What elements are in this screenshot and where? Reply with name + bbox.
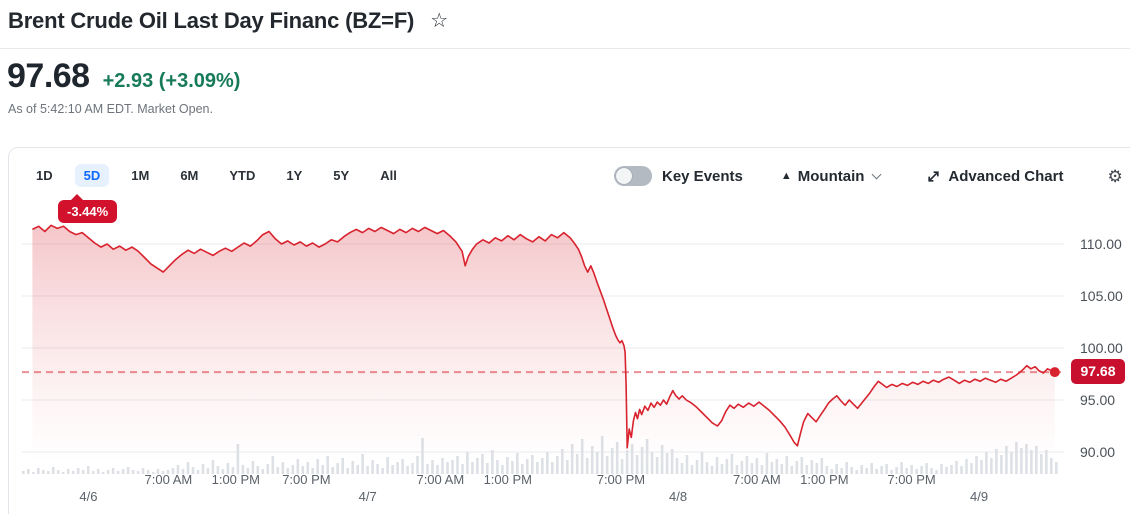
toggle-knob [616, 168, 632, 184]
last-price-dot [1049, 367, 1060, 378]
price-chart[interactable] [0, 205, 1130, 514]
range-button-all[interactable]: All [380, 168, 397, 183]
volume-bar [1055, 462, 1058, 474]
gear-icon[interactable]: ⚙ [1107, 166, 1123, 186]
volume-bar [22, 471, 25, 474]
chart-toolbar-right: Key Events ▲ Mountain Advanced Chart ⚙ [614, 166, 1123, 186]
watchlist-star-icon[interactable]: ☆ [430, 10, 449, 32]
key-events-label: Key Events [662, 167, 743, 185]
range-button-ytd[interactable]: YTD [229, 168, 256, 183]
price-line [32, 224, 1056, 449]
range-button-5y[interactable]: 5Y [333, 168, 350, 183]
badge-caret [70, 194, 84, 201]
price-change: +2.93 (+3.09%) [102, 70, 241, 92]
chevron-down-icon [871, 169, 882, 179]
advanced-chart-label: Advanced Chart [948, 167, 1064, 185]
range-button-1y[interactable]: 1Y [286, 168, 303, 183]
quote-header: Brent Crude Oil Last Day Financ (BZ=F) ☆ [0, 0, 1130, 34]
range-button-1d[interactable]: 1D [36, 168, 53, 183]
header-divider [0, 48, 1130, 49]
as-of-timestamp: As of 5:42:10 AM EDT. Market Open. [8, 102, 213, 116]
current-price: 97.68 [7, 57, 90, 95]
range-button-1m[interactable]: 1M [131, 168, 150, 183]
chart-type-dropdown[interactable]: ▲ Mountain [780, 167, 882, 185]
range-button-6m[interactable]: 6M [180, 168, 199, 183]
range-change-badge: -3.44% [58, 194, 118, 223]
range-button-5d[interactable]: 5D [74, 164, 110, 187]
expand-icon [928, 170, 940, 182]
mountain-icon: ▲ [780, 170, 792, 182]
volume-bar [27, 469, 30, 474]
page-title: Brent Crude Oil Last Day Financ (BZ=F) [8, 8, 415, 33]
range-selector: 1D 5D 1M 6M YTD 1Y 5Y All [27, 164, 406, 187]
area-fill [32, 225, 1055, 474]
key-events-toggle[interactable] [614, 166, 652, 186]
advanced-chart-button[interactable]: Advanced Chart [926, 168, 1063, 185]
chart-type-label: Mountain [797, 167, 865, 185]
